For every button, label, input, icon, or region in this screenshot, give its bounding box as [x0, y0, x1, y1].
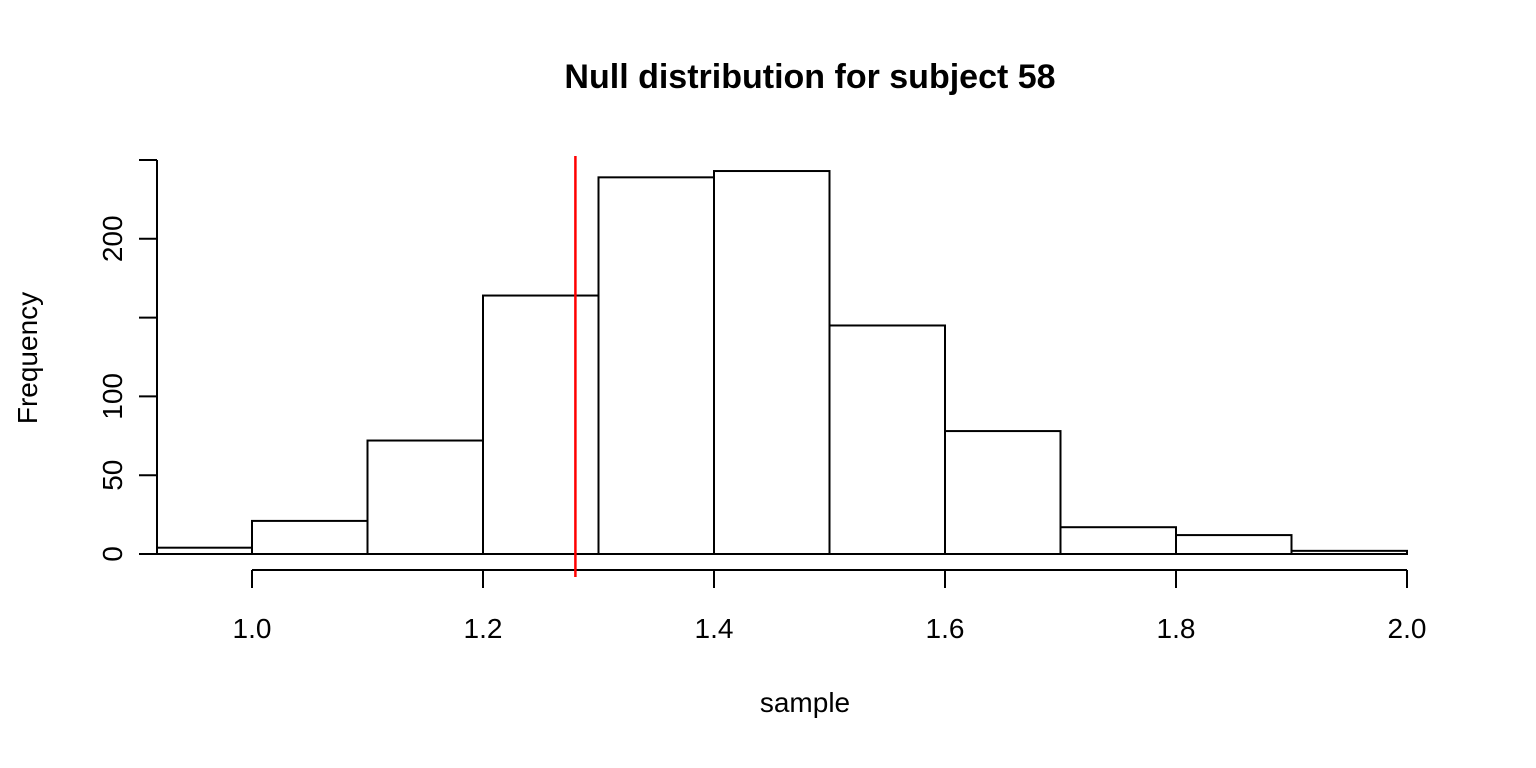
- x-axis-label: sample: [760, 687, 850, 718]
- x-tick-label: 1.4: [695, 613, 734, 644]
- histogram-bar: [1175, 534, 1293, 556]
- x-tick-label: 1.8: [1157, 613, 1196, 644]
- y-tick-label: 0: [97, 546, 128, 562]
- histogram-bars: [156, 170, 1408, 556]
- x-tick-label: 1.0: [233, 613, 272, 644]
- y-tick-label: 50: [97, 460, 128, 491]
- histogram-bar: [156, 546, 253, 555]
- x-axis: 1.0 1.2 1.4 1.6 1.8 2.0: [233, 569, 1427, 644]
- histogram-bar: [597, 176, 715, 555]
- histogram-bar: [366, 439, 484, 556]
- y-tick-label: 100: [97, 373, 128, 420]
- y-tick-label: 200: [97, 215, 128, 262]
- histogram-bar: [713, 170, 831, 555]
- y-axis-label: Frequency: [12, 292, 43, 424]
- histogram-bar: [251, 519, 369, 555]
- chart-title: Null distribution for subject 58: [564, 58, 1055, 96]
- histogram-bar: [828, 324, 946, 556]
- histogram-bar: [1059, 526, 1177, 556]
- x-tick-label: 2.0: [1388, 613, 1427, 644]
- y-axis: 0 50 100 200: [97, 159, 158, 562]
- histogram-bar: [944, 430, 1062, 555]
- histogram-bar: [482, 294, 600, 555]
- x-tick-label: 1.6: [926, 613, 965, 644]
- x-tick-label: 1.2: [464, 613, 503, 644]
- histogram-bar: [1290, 549, 1408, 556]
